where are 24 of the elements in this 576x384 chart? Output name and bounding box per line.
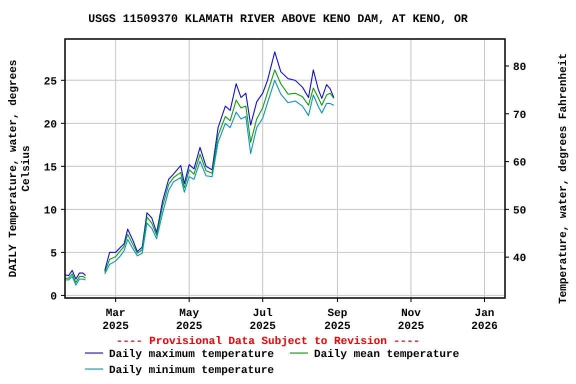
legend-label: Daily minimum temperature	[109, 365, 274, 377]
text: ---- Provisional Data Subject to Revision ----	[116, 336, 420, 348]
y-tick-label: 20	[44, 119, 57, 132]
y2-tick-label: 80	[513, 62, 526, 74]
y2-tick-label: 40	[513, 253, 526, 266]
y2-tick-label: 70	[513, 110, 526, 122]
x-tick-label: Jan 2026	[471, 308, 498, 333]
chart-title: USGS 11509370 KLAMATH RIVER ABOVE KENO DAM, AT KENO, OR	[88, 13, 468, 26]
y-tick-label: 25	[44, 76, 58, 88]
x-tick-label: Mar 2025	[102, 308, 130, 333]
y-tick-label: 10	[44, 205, 57, 218]
x-tick-label: Nov 2025	[398, 308, 425, 333]
y-tick-label: 5	[50, 248, 58, 260]
y-tick-label: 0	[50, 291, 57, 304]
y2-tick-label: 50	[513, 205, 526, 218]
x-tick-label: May 2025	[176, 308, 203, 333]
y2-tick-label: 60	[513, 158, 526, 170]
x-tick-label: Jul 2025	[249, 308, 276, 333]
y2-axis-title: Temperature, water, degrees Fahrenheit	[558, 53, 570, 304]
y-axis-title: DAILY Temperature, water, degrees Celsius	[8, 60, 33, 278]
x-tick-label: Sep 2025	[324, 308, 352, 333]
y-tick-label: 15	[44, 162, 58, 174]
legend-label: Daily mean temperature	[314, 349, 460, 361]
legend-label: Daily maximum temperature	[109, 349, 274, 361]
